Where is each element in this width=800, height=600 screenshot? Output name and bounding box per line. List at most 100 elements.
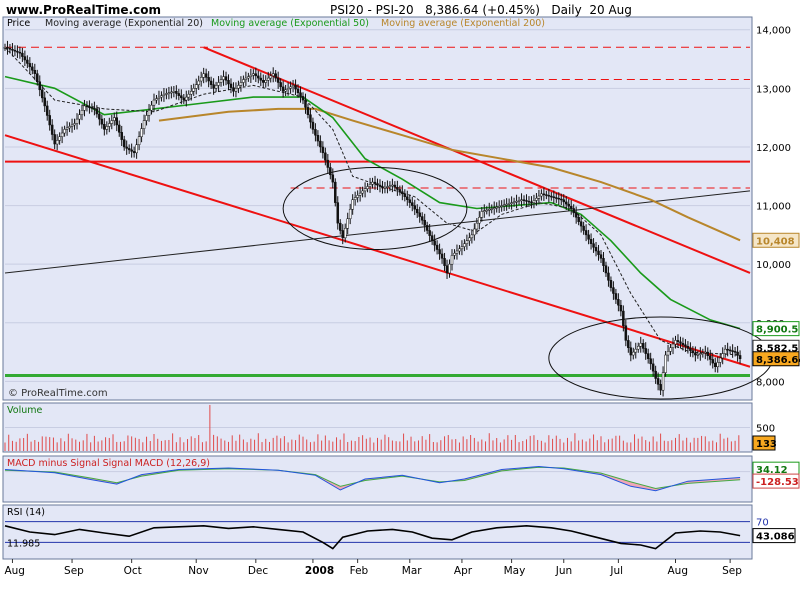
price-candle-body: [545, 194, 548, 196]
price-candle-body: [343, 228, 347, 239]
price-candle-body: [694, 352, 697, 356]
price-candle-body: [423, 219, 426, 226]
price-candle-body: [65, 127, 69, 130]
price-candle-body: [522, 199, 526, 201]
price-candle-body: [353, 197, 357, 200]
price-candle-body: [334, 181, 337, 203]
legend-entry: Moving average (Exponential 50): [211, 18, 369, 29]
price-candle-body: [247, 76, 250, 79]
price-candle-body: [403, 193, 407, 198]
rsi-series: [4, 524, 741, 550]
volume-last-label: 133: [756, 439, 777, 450]
price-candle-body: [525, 200, 528, 202]
price-candle-body: [574, 212, 578, 218]
price-candle-body: [170, 91, 173, 94]
price-candle-body: [227, 80, 230, 85]
price-candle-body: [475, 222, 479, 230]
price-candle-body: [450, 255, 454, 265]
price-candle-body: [393, 184, 397, 188]
price-candle-body: [388, 185, 392, 188]
date: 20 Aug: [589, 3, 632, 17]
price-candle-body: [98, 113, 101, 120]
price-candle-body: [557, 197, 561, 200]
price-candle-body: [587, 234, 590, 240]
price-candle-body: [584, 230, 588, 236]
price-candle-body: [391, 184, 394, 187]
price-candle-body: [488, 208, 491, 211]
price-candle-body: [515, 200, 518, 203]
price-candle-body: [271, 73, 275, 77]
price-candle-body: [396, 187, 399, 190]
price-candle-body: [552, 196, 556, 199]
long-trend-line: [4, 190, 751, 274]
x-tick-label: May: [504, 565, 526, 577]
price-candle-body: [254, 73, 258, 77]
price-candle-body: [274, 73, 277, 79]
price-candle-body: [646, 353, 650, 359]
price-candle-body: [629, 347, 633, 356]
price-candle-body: [473, 228, 476, 236]
price-candle-body: [664, 354, 667, 373]
price-candle-body: [281, 86, 285, 92]
price-candle-body: [3, 47, 7, 49]
instrument-name: PSI20 - PSI-20: [330, 3, 414, 17]
price-candle-body: [540, 193, 543, 197]
price-candle-body: [537, 195, 541, 199]
price-candle-body: [535, 197, 538, 201]
price-candle-body: [286, 88, 290, 91]
rsi-left-label: 11.985: [7, 538, 40, 549]
value-label-box: [752, 473, 800, 489]
price-candle-body: [562, 199, 565, 203]
price-candle-body: [691, 350, 695, 354]
price-candle-body: [43, 97, 46, 107]
price-candle-body: [358, 192, 362, 196]
price-candle-body: [321, 146, 325, 154]
price-candle-body: [666, 351, 670, 356]
price-candle-body: [38, 81, 42, 91]
price-candle-body: [577, 217, 580, 222]
price-pane[interactable]: [2, 16, 753, 401]
price-candle-body: [31, 66, 34, 71]
price-candle-body: [738, 355, 742, 360]
price-candle-body: [495, 206, 498, 209]
y-tick-label: 14,000: [756, 26, 791, 37]
price-candle-body: [147, 110, 151, 116]
price-candle-body: [269, 75, 272, 79]
price-candle-body: [242, 79, 245, 83]
x-tick-label: Feb: [350, 565, 369, 577]
rsi-pane[interactable]: [2, 504, 753, 560]
price-candle-body: [207, 77, 210, 82]
price-candle-body: [681, 343, 685, 346]
site-logo: www.ProRealTime.com: [6, 3, 161, 17]
price-candle-body: [80, 110, 84, 115]
price-candle-body: [492, 207, 496, 210]
ema20-series: [4, 46, 741, 356]
value-label: 10,408: [756, 236, 795, 247]
price-candle-body: [507, 203, 511, 205]
price-candle-body: [622, 310, 625, 326]
price-candle-body: [564, 201, 568, 205]
price-candle-body: [560, 198, 563, 201]
price-candle-body: [619, 304, 623, 312]
y-tick-label: 10,000: [756, 260, 791, 271]
price-candle-body: [95, 108, 99, 115]
price-candle-body: [329, 167, 332, 176]
price-candle-body: [122, 139, 126, 148]
price-candle-body: [433, 240, 436, 246]
price-candle-body: [190, 91, 193, 95]
value-label: 34.12: [756, 465, 788, 476]
price-candle-body: [18, 51, 22, 54]
price-candle-body: [324, 152, 327, 161]
price-candle-body: [654, 370, 657, 379]
volume-last-box: [752, 435, 776, 451]
price-candle-body: [602, 258, 605, 266]
x-tick-label: Sep: [722, 565, 742, 577]
chart-title: PSI20 - PSI-20 8,386.64 (+0.45%) Daily 2…: [330, 0, 632, 20]
price-candle-body: [105, 126, 109, 130]
price-candle-body: [530, 201, 533, 204]
price-candle-body: [676, 340, 680, 343]
price-candle-body: [217, 82, 220, 86]
price-candle-body: [520, 199, 523, 201]
price-candle-body: [627, 340, 630, 348]
